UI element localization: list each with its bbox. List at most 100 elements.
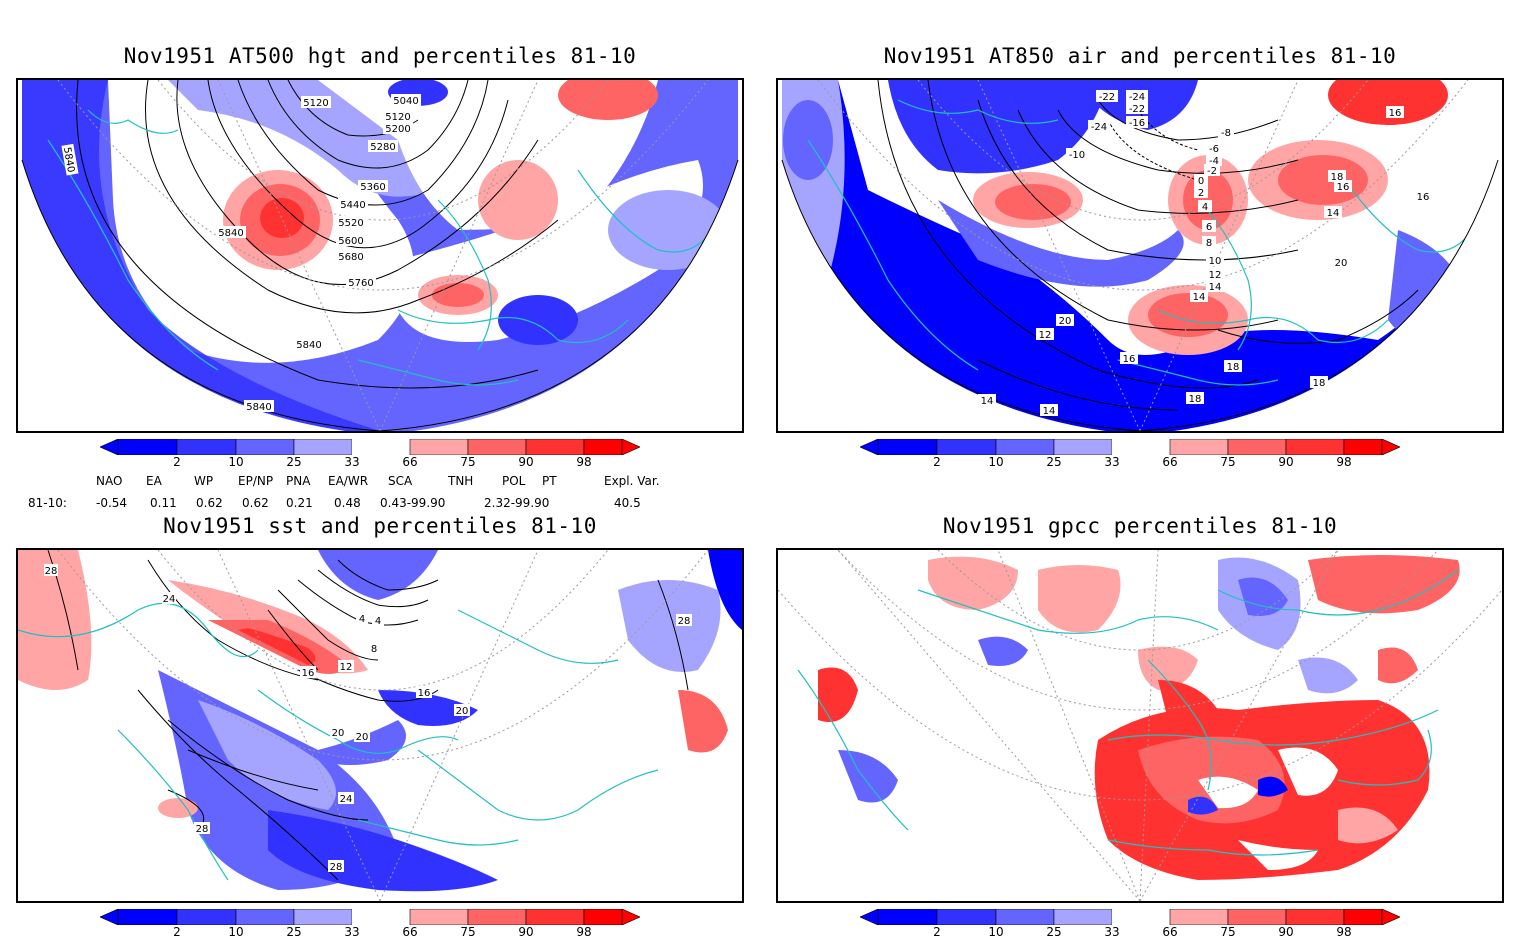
svg-text:5200: 5200 [385,124,410,135]
colorbar-tick: 33 [1104,925,1120,939]
contour-label: 20 [1056,314,1074,327]
contour-label: 5120 [301,96,331,109]
svg-text:18: 18 [1227,362,1240,373]
colorbar-tick: 98 [1336,925,1352,939]
contour-label: 5840 [294,338,324,351]
panel-title-sst: Nov1951 sst and percentiles 81-10 [163,514,597,538]
index-header: POL [502,474,526,488]
svg-text:6: 6 [1206,222,1212,233]
contour-label: 16 [1120,352,1138,365]
colorbar-tick: 66 [1162,925,1178,939]
contour-label: -10 [1066,148,1088,161]
svg-text:20: 20 [456,706,469,717]
svg-text:5280: 5280 [370,142,395,153]
svg-text:14: 14 [1043,406,1056,417]
contour-label: 12 [1036,328,1054,341]
contour-label: -6 [1206,142,1222,155]
colorbar-tick: 2 [933,455,941,469]
colorbar-tick: 90 [1278,455,1294,469]
colorbar-hgt500: 2 10 25 33 66 75 90 98 [100,439,640,475]
contour-label: 5360 [358,180,388,193]
colorbar-tick: 33 [344,925,360,939]
colorbar-tick: 25 [1046,925,1062,939]
contour-label: 18 [1310,376,1328,389]
svg-text:5680: 5680 [338,252,363,263]
contour-label: 5840 [244,400,274,413]
index-value: -0.54 [96,496,128,510]
teleconnection-indices: NAO EA WP EP/NP PNA EA/WR SCA TNH POL PT… [28,474,728,514]
contour-label: 4 [372,614,384,627]
contour-label: 14 [978,394,996,407]
svg-text:5520: 5520 [338,218,363,229]
index-header: EA [146,474,162,488]
contour-label: 24 [162,592,176,605]
contour-label: 20 [454,704,470,717]
colorbar-tick: 75 [1220,925,1236,939]
colorbar-tick: 10 [988,925,1004,939]
svg-text:2: 2 [1198,188,1204,199]
svg-text:12: 12 [1209,270,1222,281]
panel-title-air850: Nov1951 AT850 air and percentiles 81-10 [883,44,1397,68]
colorbar-tick: 10 [988,455,1004,469]
panel-title-hgt500: Nov1951 AT500 hgt and percentiles 81-10 [123,44,637,68]
colorbar-tick: 75 [460,455,476,469]
colorbar-tick: 10 [228,925,244,939]
contour-label: 8 [1202,236,1216,249]
contour-label: 20 [354,730,370,743]
index-header: WP [194,474,214,488]
contour-label: 5120 [383,110,413,123]
svg-text:16: 16 [302,668,315,679]
svg-text:16: 16 [1417,192,1430,203]
svg-text:5440: 5440 [340,200,365,211]
svg-text:16: 16 [418,688,431,699]
svg-text:5840: 5840 [246,402,271,413]
colorbar-tick: 98 [576,925,592,939]
contour-label: 16 [1386,106,1404,119]
svg-text:-24: -24 [1091,122,1107,133]
svg-text:28: 28 [45,566,58,577]
svg-text:5360: 5360 [360,182,385,193]
contour-label: 5280 [368,140,398,153]
svg-text:-4: -4 [1209,156,1219,167]
index-value: 0.62 [196,496,223,510]
svg-text:18: 18 [1189,394,1202,405]
colorbar-gpcc: 2 10 25 33 66 75 90 98 [860,909,1400,945]
index-header: NAO [96,474,123,488]
svg-text:18: 18 [1331,172,1344,183]
svg-text:24: 24 [163,594,176,605]
contour-label: 14 [1206,280,1224,293]
svg-text:5840: 5840 [296,340,321,351]
svg-text:14: 14 [981,396,994,407]
contour-label: 14 [1040,404,1058,417]
contour-label: 5040 [391,94,421,107]
contour-label: 10 [1206,254,1224,267]
index-header: PNA [286,474,311,488]
index-header: PT [542,474,557,488]
colorbar-tick: 98 [1336,455,1352,469]
contour-label: 5200 [383,122,413,135]
index-row-label: 81-10: [28,496,67,510]
svg-text:20: 20 [332,728,345,739]
colorbar-tick: 2 [173,455,181,469]
index-header: Expl. Var. [604,474,660,488]
svg-text:5600: 5600 [338,236,363,247]
svg-text:10: 10 [1209,256,1222,267]
colorbar-tick: 25 [286,455,302,469]
colorbar-tick: 75 [460,925,476,939]
contour-label: 5600 [336,234,366,247]
colorbar-tick: 90 [518,925,534,939]
contour-label: 12 [338,660,354,673]
svg-text:4: 4 [375,616,381,627]
colorbar-tick: 2 [933,925,941,939]
svg-text:5760: 5760 [348,278,373,289]
svg-text:28: 28 [196,824,209,835]
contour-label: -4 [1206,154,1222,167]
svg-text:5120: 5120 [385,112,410,123]
svg-text:0: 0 [1198,176,1204,187]
svg-text:20: 20 [356,732,369,743]
index-value: 0.62 [242,496,269,510]
map-panel-air850: -22 -24 -22 -24 -16 -10 -8 -6 -4 -2 0 2 … [776,78,1504,433]
colorbar-tick: 90 [518,455,534,469]
contour-label: 6 [1202,220,1216,233]
colorbar-tick: 2 [173,925,181,939]
